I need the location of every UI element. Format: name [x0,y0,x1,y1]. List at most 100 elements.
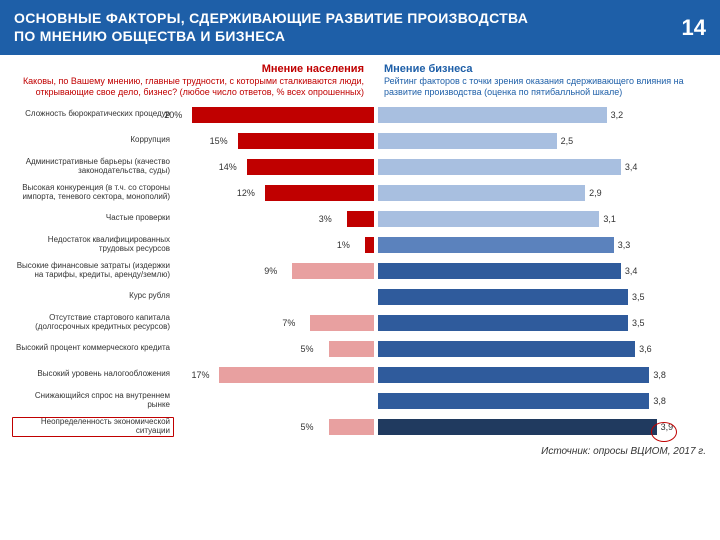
business-value: 3,5 [632,318,645,328]
row-label: Коррупция [14,136,174,144]
business-bar [378,211,599,227]
left-bar-col [174,289,374,305]
chart-row: Неопределенность экономической ситуации5… [14,414,706,440]
business-value: 3,2 [611,110,624,120]
population-pct: 5% [301,344,314,354]
business-bar [378,159,621,175]
population-pct: 3% [319,214,332,224]
row-bars: 5% 3,6 [174,341,706,357]
row-bars: 20% 3,2 [174,107,706,123]
highlight-circle [651,422,677,442]
left-bar-col: 15% [174,133,374,149]
business-bar [378,185,585,201]
row-bars: 3,8 [174,393,706,409]
chart-row: Частые проверки3%3,1 [14,206,706,232]
left-bar-col: 14% [174,159,374,175]
population-pct: 12% [237,188,255,198]
row-label: Административные барьеры (качество закон… [14,158,174,175]
business-bar [378,289,628,305]
population-pct: 15% [210,136,228,146]
population-bar: 17% [219,367,374,383]
chart-row: Высокие финансовые затраты (издержки на … [14,258,706,284]
chart-row: Высокий процент коммерческого кредита 5% 3… [14,336,706,362]
population-pct: 1% [337,240,350,250]
row-bars: 3,5 [174,289,706,305]
subheadings: Мнение населения Каковы, по Вашему мнени… [14,63,706,98]
row-bars: 17% 3,8 [174,367,706,383]
right-bar-col: 3,4 [374,159,706,175]
page-number: 14 [682,15,706,41]
row-bars: 5%3,9 [174,419,706,435]
right-bar-col: 3,9 [374,419,706,435]
population-pct: 9% [264,266,277,276]
business-value: 3,8 [653,370,666,380]
row-label: Снижающийся спрос на внутреннем рынке [14,392,174,409]
business-value: 3,5 [632,292,645,302]
left-bar-col: 7% [174,315,374,331]
right-bar-col: 3,8 [374,393,706,409]
left-bar-col: 17% [174,367,374,383]
title-line2: ПО МНЕНИЮ ОБЩЕСТВА И БИЗНЕСА [14,28,285,44]
chart-row: Курс рубля 3,5 [14,284,706,310]
chart-row: Высокая конкуренция (в т.ч. со стороны и… [14,180,706,206]
population-pct: 17% [191,370,209,380]
row-label: Отсутствие стартового капитала (долгосро… [14,314,174,331]
row-label: Недостаток квалифицированных трудовых ре… [14,236,174,253]
population-pct: 20% [164,110,182,120]
right-bar-col: 2,9 [374,185,706,201]
chart-row: Отсутствие стартового капитала (долгосро… [14,310,706,336]
subhead-population: Мнение населения Каковы, по Вашему мнени… [14,63,374,98]
business-value: 3,6 [639,344,652,354]
right-bar-col: 3,3 [374,237,706,253]
business-bar [378,419,657,435]
left-bar-col: 1% [174,237,374,253]
chart-row: Сложность бюрократических процедур20%3,2 [14,102,706,128]
row-bars: 12%2,9 [174,185,706,201]
source-line: Источник: опросы ВЦИОМ, 2017 г. [0,446,706,457]
right-bar-col: 3,8 [374,367,706,383]
chart-row: Высокий уровень налогообложения17%3,8 [14,362,706,388]
row-bars: 1% 3,3 [174,237,706,253]
population-bar: 12% [265,185,374,201]
left-bar-col: 5% [174,341,374,357]
left-bar-col: 20% [174,107,374,123]
business-value: 2,5 [561,136,574,146]
population-bar: 9% [292,263,374,279]
row-label: Курс рубля [14,292,174,300]
business-bar [378,393,649,409]
business-value: 3,8 [653,396,666,406]
business-value: 3,4 [625,266,638,276]
highlight-box [12,417,174,437]
row-bars: 14% 3,4 [174,159,706,175]
business-bar [378,367,649,383]
row-bars: 7% 3,5 [174,315,706,331]
row-label: Высокий процент коммерческого кредита [14,344,174,352]
business-value: 3,4 [625,162,638,172]
subhead-business: Мнение бизнеса Рейтинг факторов с точки … [374,63,706,98]
slide-header: ОСНОВНЫЕ ФАКТОРЫ, СДЕРЖИВАЮЩИЕ РАЗВИТИЕ … [0,0,720,55]
chart-row: Недостаток квалифицированных трудовых ре… [14,232,706,258]
business-value: 3,3 [618,240,631,250]
business-bar [378,315,628,331]
business-bar [378,237,614,253]
population-pct: 5% [301,422,314,432]
row-label: Высокая конкуренция (в т.ч. со стороны и… [14,184,174,201]
right-bar-col: 3,5 [374,315,706,331]
population-bar: 5% [329,419,374,435]
left-bar-col: 5% [174,419,374,435]
row-bars: 3%3,1 [174,211,706,227]
left-bar-col [174,393,374,409]
population-bar: 20% [192,107,374,123]
population-bar: 14% [247,159,374,175]
row-label: Сложность бюрократических процедур [14,110,174,118]
population-bar: 5% [329,341,374,357]
business-bar [378,263,621,279]
population-bar: 7% [310,315,374,331]
left-bar-col: 12% [174,185,374,201]
business-bar [378,107,607,123]
left-bar-col: 3% [174,211,374,227]
business-bar [378,133,557,149]
slide-title: ОСНОВНЫЕ ФАКТОРЫ, СДЕРЖИВАЮЩИЕ РАЗВИТИЕ … [14,10,528,45]
title-line1: ОСНОВНЫЕ ФАКТОРЫ, СДЕРЖИВАЮЩИЕ РАЗВИТИЕ … [14,10,528,26]
chart-row: Административные барьеры (качество закон… [14,154,706,180]
